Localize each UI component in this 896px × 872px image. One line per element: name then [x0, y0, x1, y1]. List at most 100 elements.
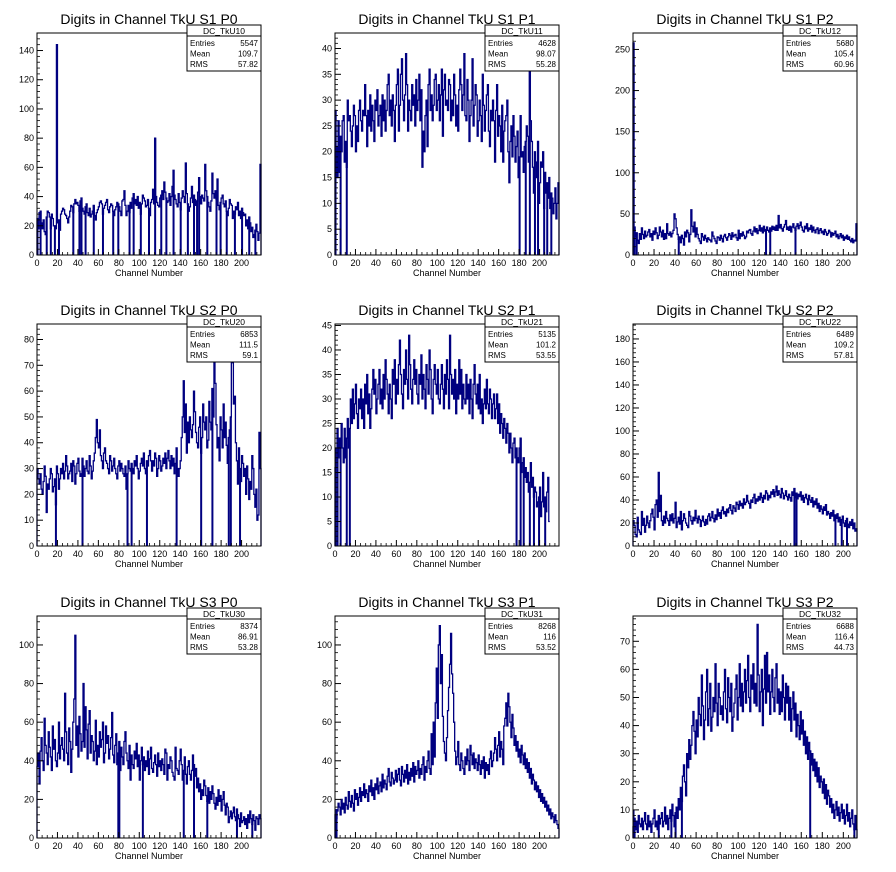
y-tick-label: 10	[322, 198, 332, 208]
stats-rms-label: RMS	[786, 351, 804, 360]
y-tick-label: 15	[322, 173, 332, 183]
stats-rms-value: 53.52	[536, 643, 557, 652]
stats-mean-label: Mean	[190, 341, 210, 350]
stats-box-frame	[186, 24, 262, 72]
x-tick-label: 140	[471, 258, 486, 268]
x-tick-label: 160	[491, 841, 506, 851]
y-tick-label: 40	[620, 721, 630, 731]
x-tick-label: 140	[471, 841, 486, 851]
x-tick-label: 160	[794, 841, 809, 851]
histogram-line	[36, 44, 262, 255]
x-tick-label: 0	[34, 841, 39, 851]
y-tick-label: 20	[24, 221, 34, 231]
histogram-panel-s1-p2: Digits in Channel TkU S1 P2 Channel Numb…	[615, 11, 858, 278]
stats-entries-label: Entries	[190, 622, 215, 631]
histogram-panel-s3-p1: Digits in Channel TkU S3 P1 Channel Numb…	[317, 594, 560, 861]
x-tick-label: 100	[430, 549, 445, 559]
stats-entries-label: Entries	[488, 39, 513, 48]
stats-box-frame	[782, 24, 858, 72]
y-tick-label: 40	[322, 345, 332, 355]
x-tick-label: 20	[350, 258, 360, 268]
stats-rms-value: 55.28	[536, 60, 557, 69]
histogram-panel-s2-p1: Digits in Channel TkU S2 P1 Channel Numb…	[322, 302, 560, 569]
stats-rms-label: RMS	[190, 351, 208, 360]
y-tick-label: 100	[615, 168, 630, 178]
stats-mean-value: 116	[543, 633, 556, 642]
histogram-panel-s3-p2: Digits in Channel TkU S3 P2 Channel Numb…	[620, 594, 858, 861]
x-tick-label: 140	[173, 549, 188, 559]
stats-box-frame	[782, 315, 858, 363]
x-axis-label: Channel Number	[413, 559, 481, 569]
y-tick-label: 20	[620, 518, 630, 528]
y-tick-label: 60	[24, 162, 34, 172]
x-tick-label: 80	[114, 258, 124, 268]
x-tick-label: 20	[350, 841, 360, 851]
x-tick-label: 140	[773, 549, 788, 559]
y-tick-label: 40	[322, 43, 332, 53]
stats-box-name: DC_TkU31	[501, 609, 543, 619]
x-tick-label: 0	[630, 841, 635, 851]
stats-entries-value: 6688	[836, 622, 854, 631]
plot-frame	[632, 32, 858, 256]
y-tick-label: 20	[322, 443, 332, 453]
y-tick-label: 100	[19, 640, 34, 650]
x-tick-label: 180	[512, 258, 527, 268]
histogram-panel-s1-p0: Digits in Channel TkU S1 P0 Channel Numb…	[19, 11, 262, 278]
y-tick-label: 10	[620, 805, 630, 815]
stats-box-name: DC_TkU12	[799, 26, 841, 36]
x-tick-label: 100	[132, 549, 147, 559]
x-tick-label: 100	[430, 258, 445, 268]
x-tick-label: 60	[93, 258, 103, 268]
x-tick-label: 40	[670, 549, 680, 559]
stats-box-name: DC_TkU20	[203, 317, 245, 327]
x-tick-label: 140	[173, 258, 188, 268]
y-tick-label: 60	[24, 386, 34, 396]
x-tick-label: 120	[152, 258, 167, 268]
x-axis-label: Channel Number	[711, 268, 779, 278]
stats-box: DC_TkU30 Entries 8374 Mean 86.91 RMS 53.…	[186, 607, 262, 655]
y-tick-label: 25	[322, 121, 332, 131]
x-axis-label: Channel Number	[711, 559, 779, 569]
y-tick-label: 50	[24, 412, 34, 422]
y-tick-label: 50	[620, 692, 630, 702]
stats-box-frame	[186, 315, 262, 363]
x-tick-label: 40	[371, 841, 381, 851]
x-tick-label: 200	[234, 258, 249, 268]
stats-box-frame	[186, 607, 262, 655]
x-tick-label: 80	[712, 258, 722, 268]
x-tick-label: 200	[532, 549, 547, 559]
x-tick-label: 0	[34, 258, 39, 268]
x-tick-label: 120	[152, 841, 167, 851]
stats-mean-value: 105.4	[834, 50, 855, 59]
y-tick-label: 140	[615, 380, 630, 390]
x-tick-label: 180	[815, 549, 830, 559]
y-tick-label: 35	[322, 69, 332, 79]
x-tick-label: 20	[350, 549, 360, 559]
y-tick-label: 40	[24, 756, 34, 766]
histogram-panel-s3-p0: Digits in Channel TkU S3 P0 Channel Numb…	[19, 594, 262, 861]
x-axis-label: Channel Number	[413, 268, 481, 278]
x-tick-label: 80	[712, 549, 722, 559]
stats-mean-label: Mean	[488, 50, 508, 59]
stats-entries-label: Entries	[786, 39, 811, 48]
x-tick-label: 20	[649, 549, 659, 559]
stats-box-name: DC_TkU21	[501, 317, 543, 327]
stats-mean-label: Mean	[786, 341, 806, 350]
chart-title: Digits in Channel TkU S1 P0	[60, 11, 237, 27]
stats-mean-value: 111.5	[239, 341, 258, 350]
x-tick-label: 20	[649, 258, 659, 268]
y-tick-label: 70	[24, 360, 34, 370]
stats-rms-value: 44.73	[834, 643, 855, 652]
stats-mean-value: 101.2	[536, 341, 557, 350]
y-tick-label: 0	[625, 833, 630, 843]
x-tick-label: 140	[773, 258, 788, 268]
x-tick-label: 100	[731, 258, 746, 268]
x-tick-label: 0	[332, 258, 337, 268]
x-tick-label: 160	[794, 258, 809, 268]
stats-rms-value: 57.81	[834, 351, 855, 360]
x-tick-label: 180	[214, 841, 229, 851]
stats-box-name: DC_TkU32	[799, 609, 841, 619]
x-tick-label: 60	[691, 258, 701, 268]
